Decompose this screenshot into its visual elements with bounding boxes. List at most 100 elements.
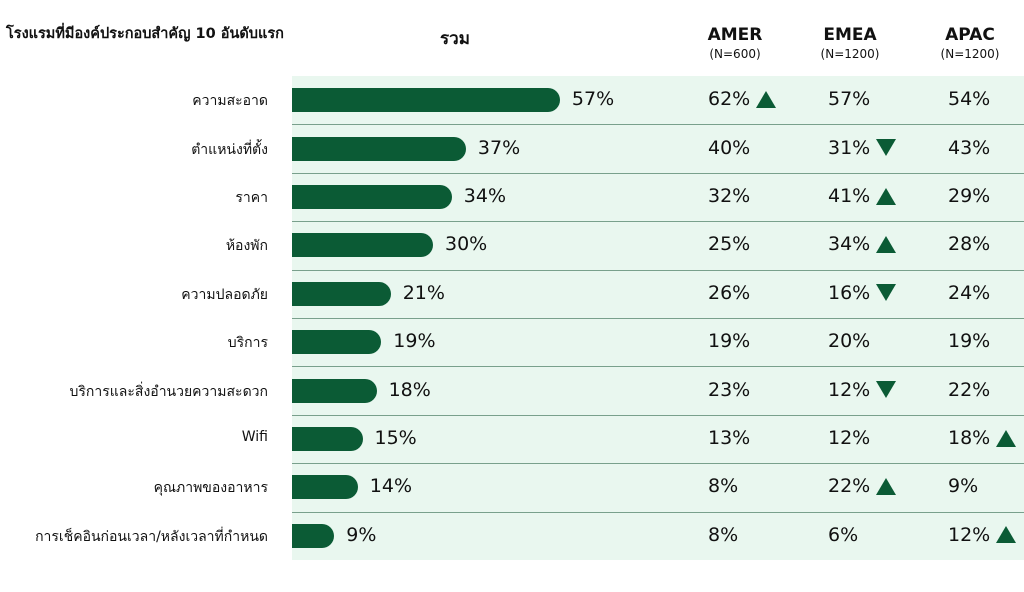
apac-value-text: 22%: [948, 378, 991, 401]
apac-value: 24%: [948, 282, 990, 304]
total-column-label: รวม: [440, 29, 470, 49]
amer-value: 23%: [708, 379, 750, 401]
emea-value-text: 12%: [828, 427, 871, 449]
amer-value-text: 8%: [708, 475, 739, 498]
apac-value-text: 18%: [948, 427, 991, 449]
apac-value-text: 28%: [948, 233, 991, 256]
amer-value: 26%: [708, 282, 750, 304]
total-bar-value: 19%: [393, 330, 436, 353]
apac-value: 28%: [948, 233, 990, 255]
category-label: คุณภาพของอาหาร: [153, 480, 268, 497]
apac-value-text: 29%: [948, 185, 991, 207]
total-bar: [292, 378, 377, 403]
triangle-up-icon: [996, 526, 1017, 544]
apac-value: 43%: [948, 137, 990, 159]
total-bar: [292, 88, 560, 113]
total-bar: [292, 281, 391, 306]
apac-value-text: 54%: [948, 88, 991, 111]
total-bar: [292, 330, 382, 355]
emea-value: 12%: [828, 378, 897, 401]
apac-column-name: APAC: [945, 25, 995, 45]
amer-value-text: 62%: [708, 88, 751, 111]
apac-value: 54%: [948, 88, 990, 110]
emea-column-n: (N=1200): [820, 47, 880, 61]
triangle-up-icon: [756, 90, 777, 108]
emea-column-header: EMEA (N=1200): [805, 25, 895, 61]
amer-column-header: AMER (N=600): [690, 25, 780, 61]
amer-column-n: (N=600): [709, 47, 761, 61]
row-divider: [292, 269, 1024, 271]
emea-value: 41%: [828, 185, 897, 207]
emea-value-text: 34%: [828, 233, 871, 256]
emea-value: 20%: [828, 330, 870, 352]
total-bar: [292, 185, 452, 209]
amer-value: 13%: [708, 427, 750, 449]
amer-value: 19%: [708, 330, 750, 352]
row-divider: [292, 463, 1024, 465]
apac-column-n: (N=1200): [940, 47, 1000, 61]
emea-value: 57%: [828, 88, 870, 110]
amer-value: 62%: [708, 88, 777, 111]
amer-value-text: 13%: [708, 427, 751, 449]
triangle-up-icon: [876, 477, 897, 495]
emea-value: 34%: [828, 233, 897, 256]
emea-value-text: 16%: [828, 281, 871, 304]
amer-value: 8%: [708, 524, 738, 546]
amer-value-text: 40%: [708, 136, 751, 159]
row-divider: [292, 172, 1024, 174]
chart-header-title: โรงแรมที่มีองค์ประกอบสำคัญ 10 อันดับแรก: [6, 26, 284, 42]
apac-value: 22%: [948, 379, 990, 401]
amer-value: 25%: [708, 233, 750, 255]
emea-value: 31%: [828, 137, 897, 159]
emea-value-text: 57%: [828, 88, 871, 111]
triangle-up-icon: [996, 429, 1017, 447]
emea-value-text: 6%: [828, 523, 859, 546]
amer-value-text: 32%: [708, 185, 751, 207]
row-divider: [292, 414, 1024, 416]
total-bar-value: 34%: [463, 185, 507, 207]
total-bar: [292, 475, 358, 500]
category-label: บริการ: [227, 335, 268, 352]
amer-value-text: 26%: [708, 281, 751, 304]
amer-value-text: 19%: [708, 330, 751, 353]
category-label: ตำแหน่งที่ตั้ง: [191, 141, 268, 158]
apac-value-text: 9%: [948, 475, 979, 498]
emea-value: 12%: [828, 427, 870, 449]
total-bar-value: 57%: [571, 88, 615, 111]
apac-value: 12%: [948, 524, 1017, 546]
apac-value-text: 19%: [948, 330, 991, 353]
emea-value-text: 22%: [828, 475, 871, 498]
amer-value: 32%: [708, 185, 750, 207]
apac-value: 19%: [948, 330, 990, 352]
apac-value: 18%: [948, 427, 1017, 449]
total-column-header: รวม: [400, 25, 510, 52]
triangle-up-icon: [876, 235, 897, 253]
total-bar-value: 21%: [402, 281, 445, 304]
category-label: ห้องพัก: [225, 238, 268, 255]
category-label: บริการและสิ่งอำนวยความสะดวก: [69, 383, 268, 400]
total-bar: [292, 523, 335, 548]
row-divider: [292, 221, 1024, 223]
triangle-down-icon: [876, 284, 897, 302]
triangle-down-icon: [876, 381, 897, 399]
amer-column-name: AMER: [707, 25, 763, 45]
category-label: ความปลอดภัย: [181, 286, 268, 303]
total-bar-value: 15%: [374, 427, 417, 449]
emea-value: 6%: [828, 524, 858, 546]
row-divider: [292, 366, 1024, 368]
amer-value-text: 25%: [708, 233, 751, 256]
emea-value-text: 12%: [828, 378, 871, 401]
emea-value: 16%: [828, 281, 897, 304]
emea-value: 22%: [828, 475, 897, 498]
total-bar-value: 18%: [388, 378, 431, 401]
total-bar-value: 9%: [346, 523, 377, 546]
amer-value: 40%: [708, 137, 750, 159]
apac-value: 9%: [948, 475, 978, 497]
row-divider: [292, 511, 1024, 513]
apac-value-text: 24%: [948, 281, 991, 304]
total-bar: [292, 233, 433, 258]
emea-value-text: 41%: [828, 185, 871, 207]
category-label: การเช็คอินก่อนเวลา/หลังเวลาที่กำหนด: [35, 528, 268, 545]
total-bar-value: 37%: [477, 136, 521, 159]
total-bar-value: 30%: [445, 233, 488, 256]
